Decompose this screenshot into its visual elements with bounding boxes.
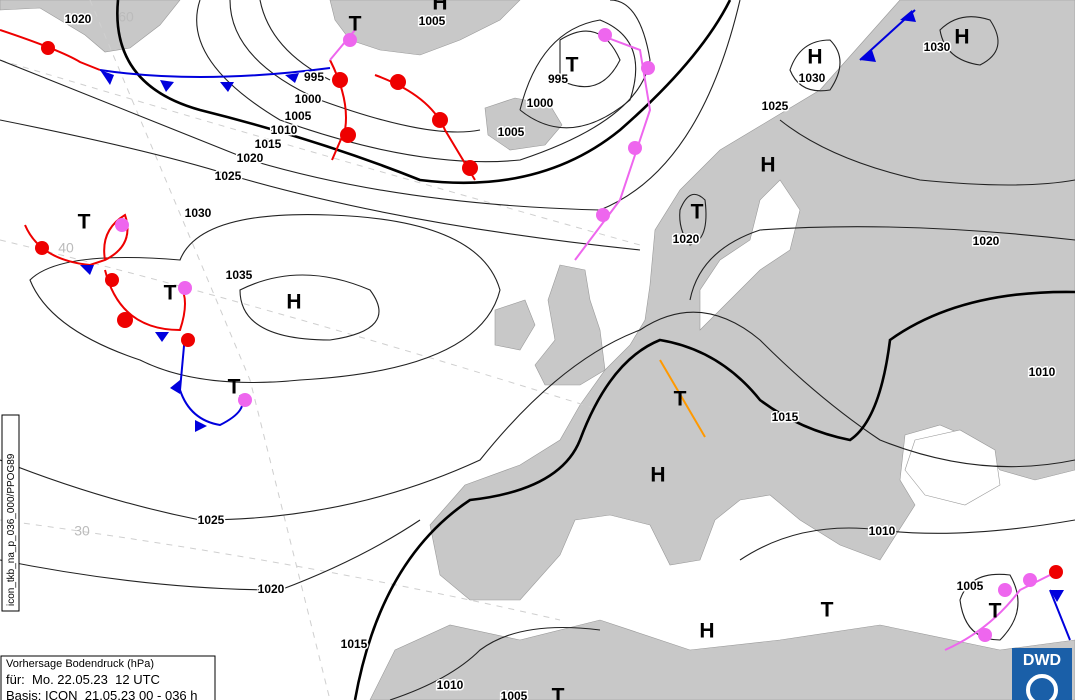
info-title: Vorhersage Bodendruck (hPa) [6, 658, 154, 670]
pressure-center: H [760, 154, 775, 177]
pressure-center: H [650, 464, 665, 487]
pressure-center: T [821, 599, 834, 622]
pressure-center: T [691, 201, 704, 224]
side-label: icon_tkb_na_p_036_000/PPOG89 [6, 453, 17, 606]
pressure-center: H [807, 46, 822, 69]
pressure-center: T [349, 13, 362, 36]
isobar-label: 1020 [673, 232, 700, 246]
isobar-label: 1005 [957, 579, 984, 593]
fronts [0, 9, 1071, 651]
grid-label: 40 [58, 240, 74, 256]
isobar-label: 1010 [271, 123, 298, 137]
logo-text: DWD [1023, 652, 1061, 669]
pressure-center: H [954, 26, 969, 49]
isobar-label: 1020 [65, 12, 92, 26]
dwd-logo: DWD [1012, 648, 1072, 700]
isobar-label: 1015 [772, 410, 799, 424]
pressure-center: T [674, 388, 687, 411]
isobar-label: 1010 [437, 678, 464, 692]
isobar-label: 1015 [255, 137, 282, 151]
isobar-label: 1020 [258, 582, 285, 596]
isobar-label: 1010 [869, 524, 896, 538]
pressure-center: T [989, 600, 1002, 623]
info-box: Vorhersage Bodendruck (hPa) für: Mo. 22.… [0, 655, 216, 700]
pressure-center: T [78, 211, 91, 234]
isobar-label: 1005 [419, 14, 446, 28]
logo-icon [1026, 674, 1058, 700]
isobar-label: 1025 [198, 513, 225, 527]
isobar-label: 1030 [924, 40, 951, 54]
isobar-label: 1010 [1029, 365, 1056, 379]
grid-label: 30 [74, 523, 90, 539]
pressure-center: T [566, 54, 579, 77]
isobar-label: 1025 [215, 169, 242, 183]
isobar-label: 1030 [799, 71, 826, 85]
side-frame [1, 414, 20, 612]
pressure-center: T [164, 282, 177, 305]
isobar-label: 1000 [527, 96, 554, 110]
isobar-label: 1030 [185, 206, 212, 220]
isobar-label: 1020 [237, 151, 264, 165]
isobar-label: 1025 [762, 99, 789, 113]
info-valid: für: Mo. 22.05.23 12 UTC [6, 672, 160, 687]
isobar-label: 995 [304, 70, 324, 84]
isobar-label: 1005 [501, 689, 528, 700]
isobar-label: 1035 [226, 268, 253, 282]
isobar-label: 1000 [295, 92, 322, 106]
pressure-center: H [432, 0, 447, 15]
info-frame [0, 655, 216, 700]
pressure-center: T [228, 376, 241, 399]
pressure-center: H [699, 620, 714, 643]
isobar-label: 1015 [341, 637, 368, 651]
pressure-center: H [286, 291, 301, 314]
grid-label: 60 [118, 9, 134, 25]
isobar-label: 1020 [973, 234, 1000, 248]
info-base: Basis: ICON 21.05.23 00 - 036 h [6, 688, 198, 700]
graticule [0, 0, 641, 700]
pressure-center: T [552, 685, 565, 700]
isobar-label: 995 [548, 72, 568, 86]
isobar-label: 1005 [498, 125, 525, 139]
isobar-label: 1005 [285, 109, 312, 123]
